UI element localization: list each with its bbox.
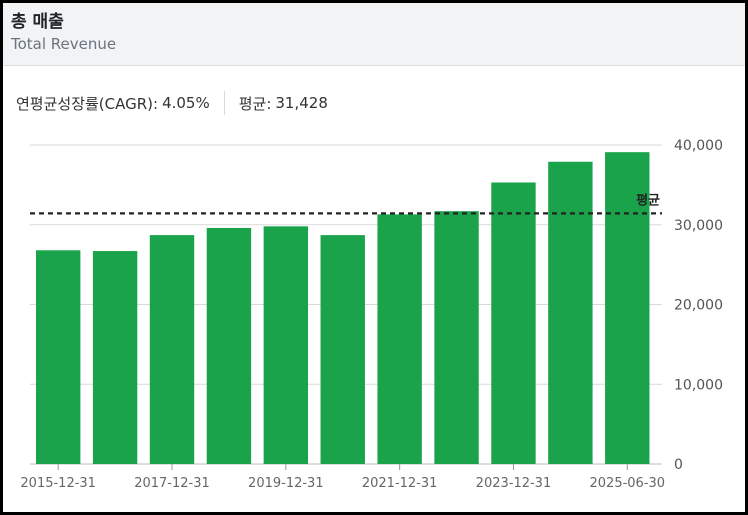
revenue-bar-chart: 평균 0 10,000 20,000 30,000 40,000 2015-12-31 201… [3,3,745,512]
bar [93,251,137,464]
y-tick-label: 0 [674,457,683,473]
bar [491,182,535,464]
bar [434,211,478,464]
x-tick-label: 2019-12-31 [248,476,324,491]
x-tick-label: 2021-12-31 [362,476,438,491]
y-tick-label: 20,000 [674,298,723,314]
bar [321,235,365,464]
bar [150,235,194,464]
x-tick-label: 2015-12-31 [20,476,96,491]
y-tick-label: 10,000 [674,377,723,393]
bar [377,214,421,464]
bar [207,228,251,464]
bar [36,250,80,464]
x-tick-label: 2017-12-31 [134,476,210,491]
y-tick-label: 40,000 [674,138,723,154]
bar [548,162,592,464]
y-tick-label: 30,000 [674,218,723,234]
revenue-card: 총 매출 Total Revenue 연평균성장률(CAGR): 4.05% 평… [3,3,745,512]
x-tick-label: 2023-12-31 [476,476,552,491]
average-line-label: 평균 [636,192,660,208]
x-tick-label: 2025-06-30 [590,476,666,491]
bar [264,226,308,464]
